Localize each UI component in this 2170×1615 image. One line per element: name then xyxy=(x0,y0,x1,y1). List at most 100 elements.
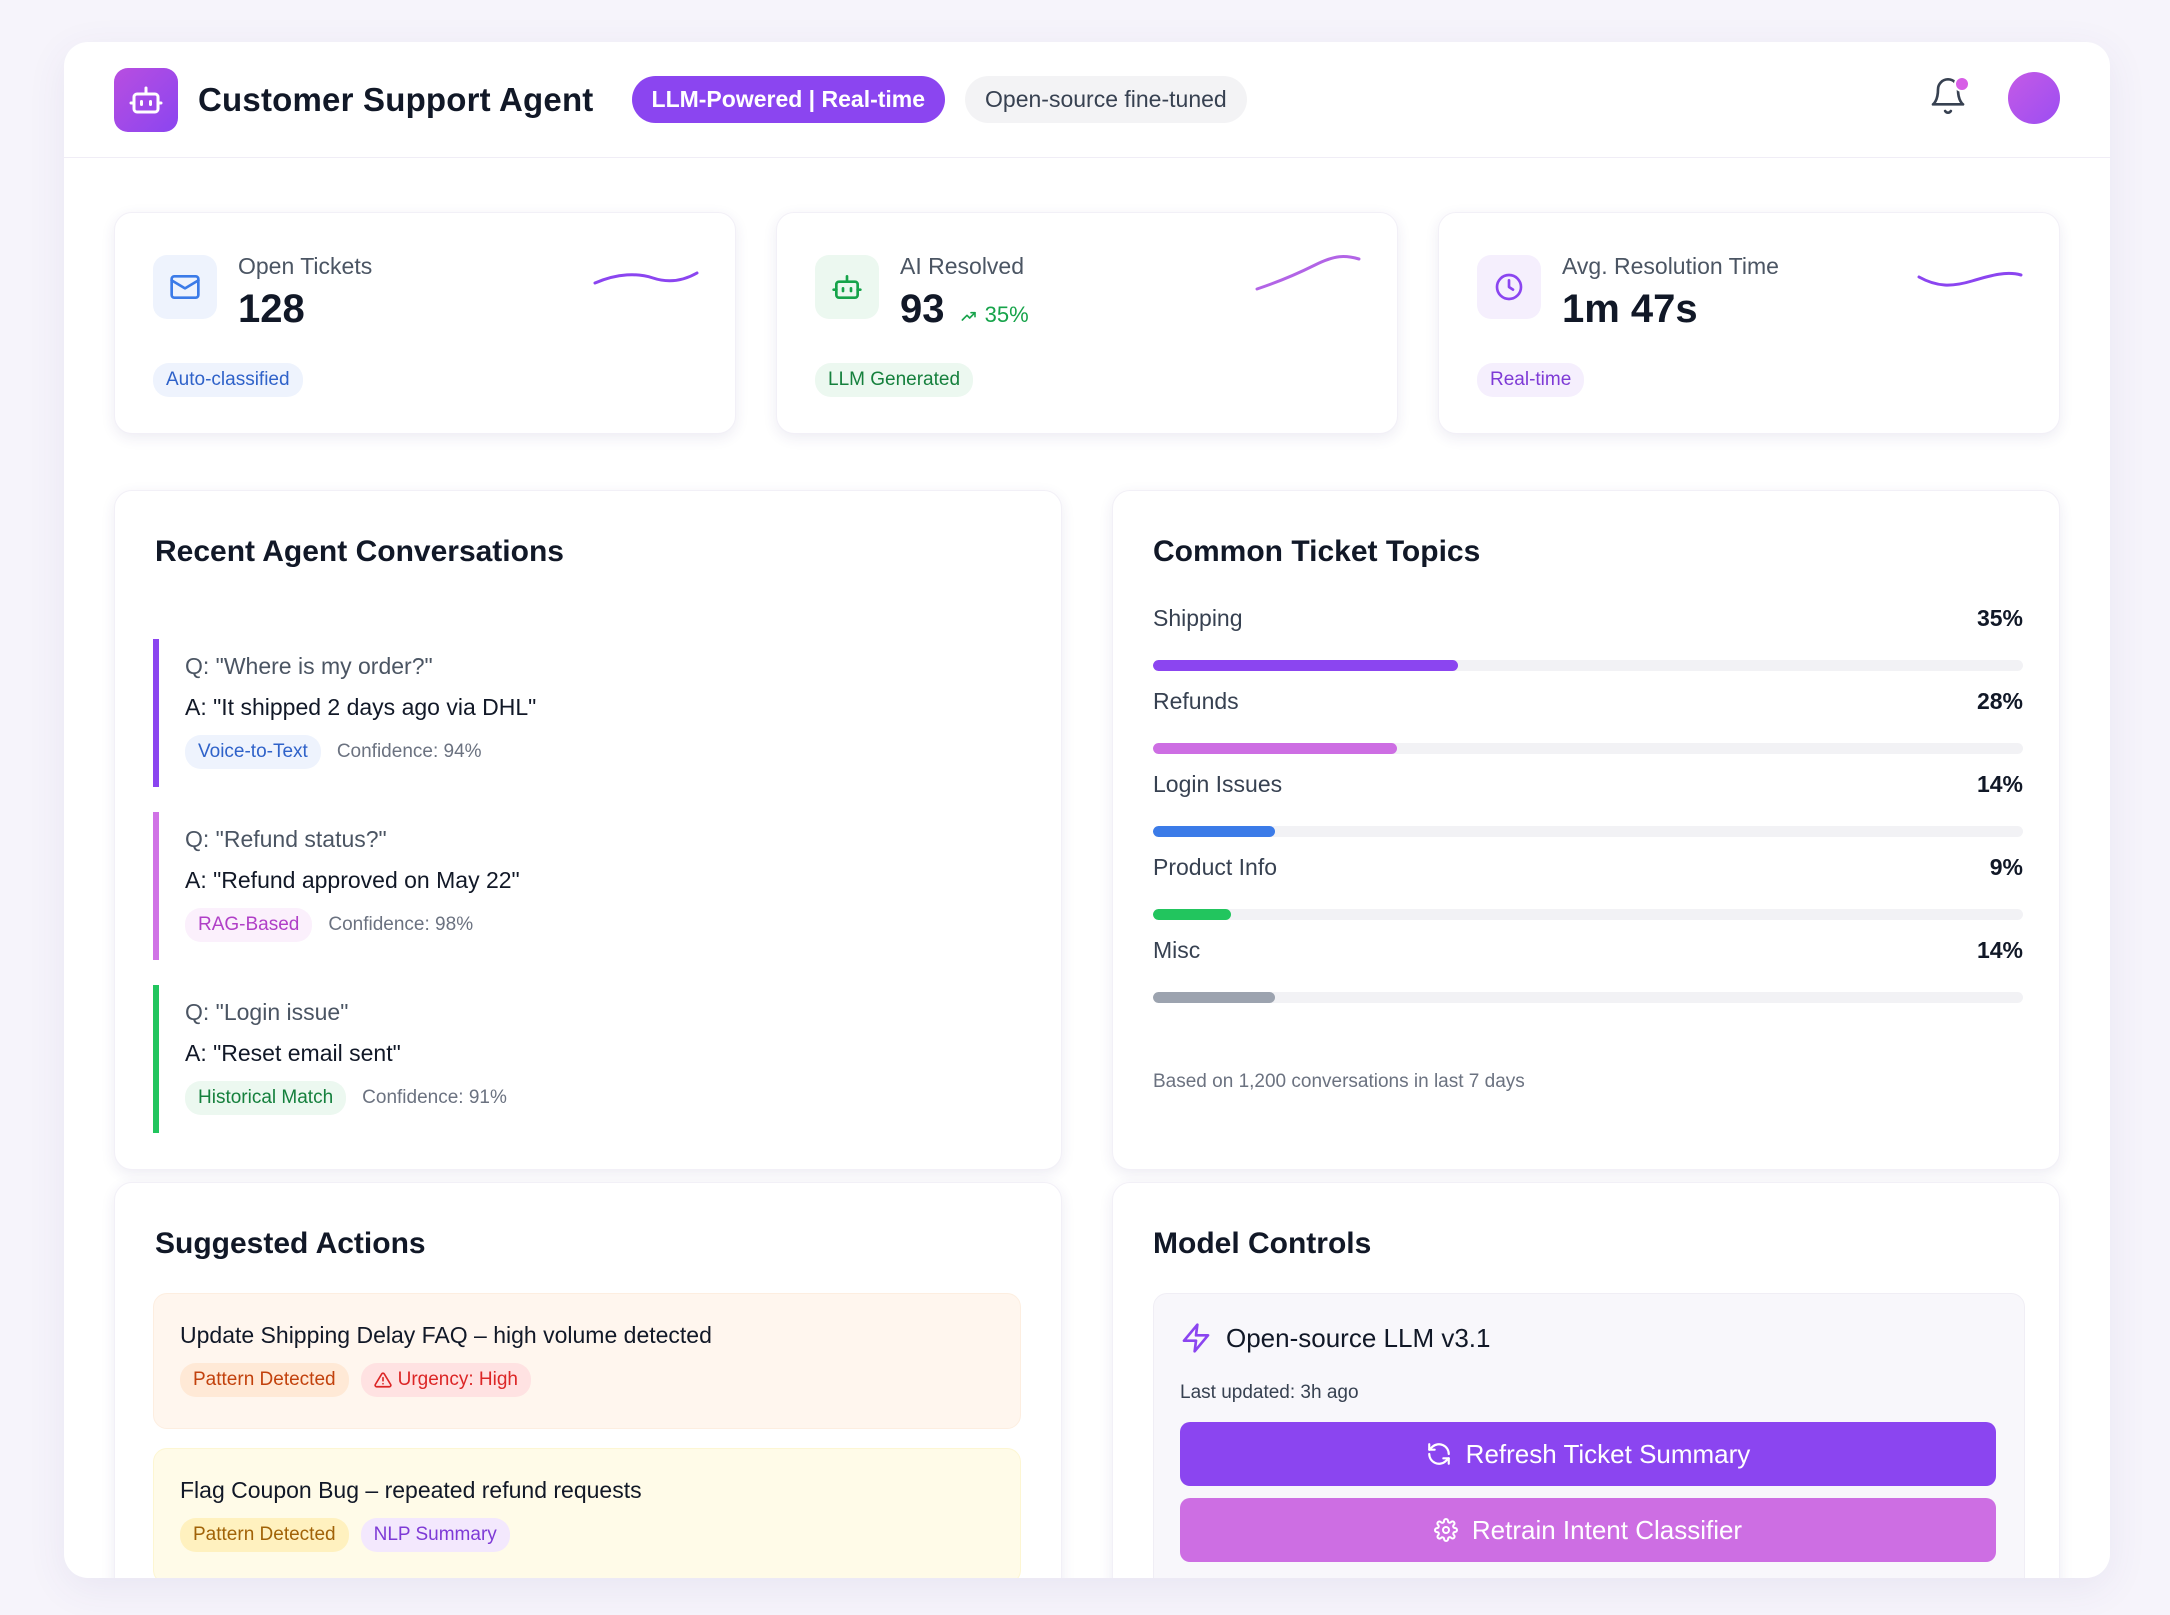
stat-number: 1m 47s xyxy=(1562,287,1698,331)
conversation-question: Q: "Refund status?" xyxy=(185,826,387,852)
panel-title: Model Controls xyxy=(1153,1227,1372,1260)
stat-number: 93 xyxy=(900,287,945,331)
progress-fill xyxy=(1153,992,1275,1003)
topic-name: Shipping xyxy=(1153,605,1243,631)
user-avatar[interactable] xyxy=(2008,72,2060,124)
stat-trend-value: 35% xyxy=(984,302,1029,327)
nlp-summary-tag: NLP Summary xyxy=(360,1518,510,1552)
stat-label: Avg. Resolution Time xyxy=(1562,253,1779,279)
llm-powered-badge: LLM-Powered | Real-time xyxy=(631,76,946,123)
robot-icon xyxy=(815,255,879,319)
topic-name: Misc xyxy=(1153,937,1201,963)
source-tag: RAG-Based xyxy=(185,908,313,942)
progress-track xyxy=(1153,743,2023,754)
sparkline xyxy=(1255,255,1361,291)
conversation-answer: A: "It shipped 2 days ago via DHL" xyxy=(185,694,537,720)
lightning-icon xyxy=(1182,1323,1210,1353)
topic-name: Refunds xyxy=(1153,688,1239,714)
warning-icon xyxy=(373,1372,392,1388)
refresh-icon xyxy=(1427,1443,1450,1465)
topic-percent: 14% xyxy=(1976,937,2023,963)
conversation-question: Q: "Login issue" xyxy=(185,999,349,1025)
stat-trend: 35% xyxy=(959,302,1029,328)
action-card-coupon-bug[interactable]: Flag Coupon Bug – repeated refund reques… xyxy=(153,1448,1021,1578)
app-title: Customer Support Agent xyxy=(198,80,594,118)
progress-fill xyxy=(1153,826,1275,837)
topic-row: Refunds 28% xyxy=(1153,688,2023,754)
stat-card-ai-resolved: AI Resolved 93 35% LLM Generated xyxy=(776,212,1398,434)
topic-percent: 9% xyxy=(1989,854,2023,880)
topic-percent: 35% xyxy=(1976,605,2023,631)
topic-name: Login Issues xyxy=(1153,771,1283,797)
progress-track xyxy=(1153,660,2023,671)
progress-track xyxy=(1153,909,2023,920)
progress-fill xyxy=(1153,909,1232,920)
notification-dot xyxy=(1954,76,1970,92)
source-tag: Voice-to-Text xyxy=(185,735,321,769)
topic-percent: 28% xyxy=(1976,688,2023,714)
stat-number: 128 xyxy=(238,287,305,331)
topic-row: Shipping 35% xyxy=(1153,605,2023,671)
pattern-detected-tag: Pattern Detected xyxy=(180,1518,349,1552)
ticket-topics-panel: Common Ticket Topics Shipping 35% Refund… xyxy=(1112,490,2060,1170)
confidence-label: Confidence: 98% xyxy=(328,914,474,935)
conversation-answer: A: "Refund approved on May 22" xyxy=(185,867,520,893)
stat-value: 1m 47s xyxy=(1562,287,1698,332)
button-label: Retrain Intent Classifier xyxy=(1471,1514,1743,1545)
topic-percent: 14% xyxy=(1976,771,2023,797)
panel-title: Suggested Actions xyxy=(155,1227,426,1260)
notification-bell-button[interactable] xyxy=(1928,76,1970,120)
action-title: Update Shipping Delay FAQ – high volume … xyxy=(180,1322,712,1348)
urgency-tag: Urgency: High xyxy=(360,1363,531,1397)
refresh-ticket-summary-button[interactable]: Refresh Ticket Summary xyxy=(1180,1422,1996,1486)
progress-fill xyxy=(1153,660,1458,671)
topics-footnote: Based on 1,200 conversations in last 7 d… xyxy=(1153,1071,1525,1092)
top-header: Customer Support Agent LLM-Powered | Rea… xyxy=(64,42,2110,158)
action-card-shipping-faq[interactable]: Update Shipping Delay FAQ – high volume … xyxy=(153,1293,1021,1429)
stat-tag: Auto-classified xyxy=(153,363,303,397)
stat-tag: LLM Generated xyxy=(815,363,974,397)
progress-track xyxy=(1153,826,2023,837)
model-card: Open-source LLM v3.1 Last updated: 3h ag… xyxy=(1153,1293,2025,1578)
conversation-answer: A: "Reset email sent" xyxy=(185,1040,401,1066)
button-label: Refresh Ticket Summary xyxy=(1465,1438,1751,1469)
conversation-item[interactable]: Q: "Login issue" A: "Reset email sent" H… xyxy=(153,985,753,1133)
retrain-intent-classifier-button[interactable]: Retrain Intent Classifier xyxy=(1180,1498,1996,1562)
topic-row: Product Info 9% xyxy=(1153,854,2023,920)
stat-card-avg-resolution: Avg. Resolution Time 1m 47s Real-time xyxy=(1438,212,2060,434)
model-name: Open-source LLM v3.1 xyxy=(1226,1322,1491,1353)
panel-title: Common Ticket Topics xyxy=(1153,535,1481,568)
gear-icon xyxy=(1433,1518,1458,1542)
recent-conversations-panel: Recent Agent Conversations Q: "Where is … xyxy=(114,490,1062,1170)
confidence-label: Confidence: 94% xyxy=(336,741,482,762)
dashboard-window: Customer Support Agent LLM-Powered | Rea… xyxy=(64,42,2110,1578)
clock-icon xyxy=(1477,255,1541,319)
model-last-updated: Last updated: 3h ago xyxy=(1180,1382,1359,1403)
confidence-label: Confidence: 91% xyxy=(362,1087,507,1108)
conversation-item[interactable]: Q: "Refund status?" A: "Refund approved … xyxy=(153,812,753,960)
suggested-actions-panel: Suggested Actions Update Shipping Delay … xyxy=(114,1182,1062,1578)
conversation-item[interactable]: Q: "Where is my order?" A: "It shipped 2… xyxy=(153,639,753,787)
sparkline xyxy=(1917,271,2023,287)
bell-icon xyxy=(1931,78,1965,114)
fine-tuned-badge: Open-source fine-tuned xyxy=(965,76,1247,123)
model-controls-panel: Model Controls Open-source LLM v3.1 Last… xyxy=(1112,1182,2060,1578)
stat-label: Open Tickets xyxy=(238,253,373,279)
mail-icon xyxy=(153,255,217,319)
trending-up-icon xyxy=(961,312,976,321)
topic-name: Product Info xyxy=(1153,854,1278,880)
pattern-detected-tag: Pattern Detected xyxy=(180,1363,349,1397)
topic-row: Login Issues 14% xyxy=(1153,771,2023,837)
topic-row: Misc 14% xyxy=(1153,937,2023,1003)
action-title: Flag Coupon Bug – repeated refund reques… xyxy=(180,1477,642,1503)
stat-card-open-tickets: Open Tickets 128 Auto-classified xyxy=(114,212,736,434)
conversation-question: Q: "Where is my order?" xyxy=(185,653,433,679)
progress-track xyxy=(1153,992,2023,1003)
stat-label: AI Resolved xyxy=(900,253,1025,279)
source-tag: Historical Match xyxy=(185,1081,347,1115)
sparkline xyxy=(593,271,699,285)
urgency-label: Urgency: High xyxy=(397,1369,518,1390)
stat-value: 128 xyxy=(238,287,305,332)
robot-logo-icon xyxy=(114,67,178,132)
stat-tag: Real-time xyxy=(1477,363,1585,397)
